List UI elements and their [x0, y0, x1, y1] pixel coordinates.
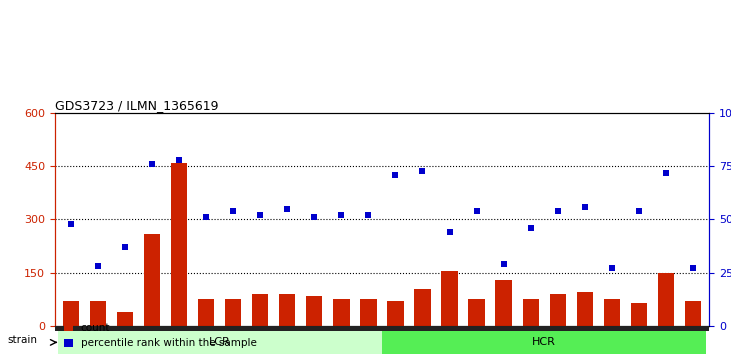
Point — [606, 266, 618, 271]
Legend: count, percentile rank within the sample: count, percentile rank within the sample — [60, 319, 261, 352]
Text: strain: strain — [7, 335, 37, 345]
Point — [633, 208, 645, 214]
Point — [146, 161, 158, 167]
Text: HCR: HCR — [532, 337, 556, 347]
Bar — [631, 303, 647, 326]
Point — [281, 206, 293, 212]
Text: GDS3723 / ILMN_1365619: GDS3723 / ILMN_1365619 — [55, 99, 219, 112]
Point — [308, 215, 320, 220]
Point — [687, 266, 699, 271]
Point — [390, 172, 401, 178]
Text: LCR: LCR — [209, 337, 230, 347]
Bar — [604, 299, 620, 326]
Point — [65, 221, 77, 227]
Bar — [360, 299, 376, 326]
Bar — [469, 299, 485, 326]
Bar — [387, 301, 404, 326]
Point — [552, 208, 564, 214]
Bar — [144, 234, 160, 326]
Bar — [306, 296, 322, 326]
Point — [417, 168, 428, 173]
Bar — [685, 301, 701, 326]
Bar — [198, 299, 214, 326]
Point — [336, 212, 347, 218]
Bar — [63, 301, 79, 326]
Point — [660, 170, 672, 176]
Bar — [279, 294, 295, 326]
Bar — [414, 289, 431, 326]
Point — [444, 229, 455, 235]
Point — [471, 208, 482, 214]
Bar — [225, 299, 241, 326]
Bar — [658, 273, 674, 326]
Bar — [90, 301, 106, 326]
Point — [525, 225, 537, 231]
Point — [579, 204, 591, 210]
Point — [200, 215, 212, 220]
Bar — [523, 299, 539, 326]
Bar — [442, 271, 458, 326]
Bar — [333, 299, 349, 326]
Bar — [58, 331, 382, 354]
Point — [173, 157, 185, 163]
Bar — [550, 294, 566, 326]
Point — [498, 261, 510, 267]
Bar — [496, 280, 512, 326]
Bar — [577, 292, 593, 326]
Point — [254, 212, 266, 218]
Bar — [252, 294, 268, 326]
Bar — [55, 326, 709, 331]
Point — [119, 244, 131, 250]
Bar — [382, 331, 706, 354]
Point — [92, 263, 104, 269]
Point — [363, 212, 374, 218]
Bar — [171, 163, 187, 326]
Point — [227, 208, 239, 214]
Bar — [117, 312, 133, 326]
